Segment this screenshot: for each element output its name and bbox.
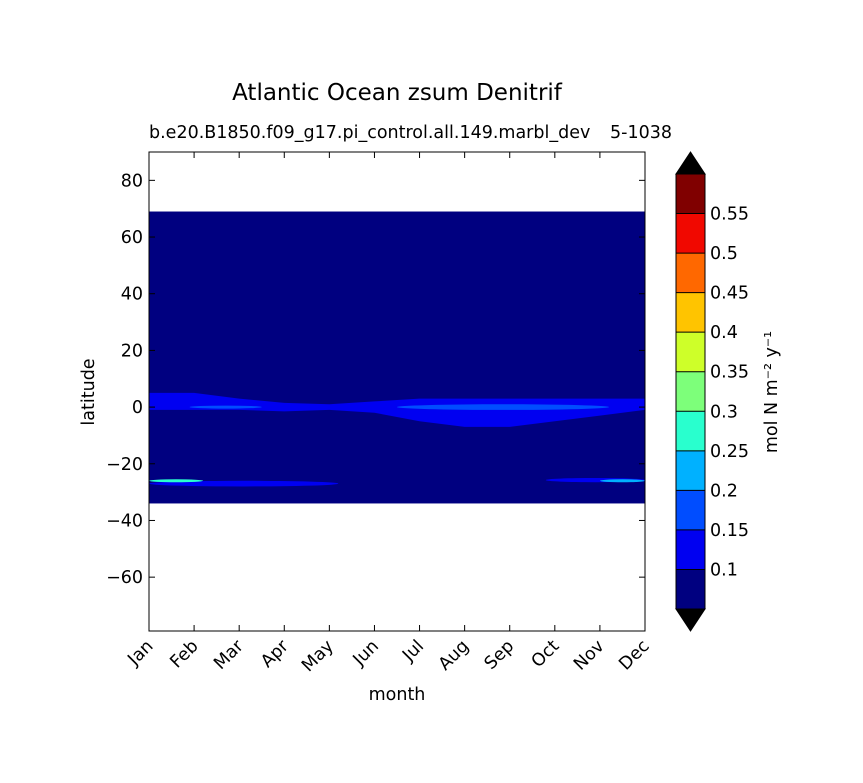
data-field-background (149, 211, 645, 504)
colorbar-swatch-2 (676, 490, 705, 530)
plot-area (149, 211, 645, 504)
colorbar-tick-label-6: 0.4 (710, 323, 738, 343)
colorbar-extend-min (675, 608, 706, 632)
x-tick-label-apr: Apr (257, 636, 293, 672)
colorbar-swatch-10 (676, 174, 705, 214)
x-tick-label-aug: Aug (435, 636, 473, 674)
x-tick-label-mar: Mar (210, 636, 248, 674)
colorbar-swatch-8 (676, 253, 705, 293)
colorbar-extend-max (675, 151, 706, 175)
x-tick-label-nov: Nov (570, 636, 608, 674)
y-tick-label-2: 40 (121, 285, 143, 305)
x-tick-label-feb: Feb (167, 636, 203, 672)
contour-southern-core-jan- (149, 479, 204, 483)
x-axis-label: month (369, 685, 426, 705)
colorbar-tick-label-3: 0.25 (710, 442, 749, 462)
chart-title: Atlantic Ocean zsum Denitrif (232, 80, 563, 106)
x-tick-label-jan: Jan (124, 636, 158, 670)
contour-southern-core-dec- (599, 479, 645, 483)
contour-equatorial-core (397, 404, 609, 410)
colorbar-tick-label-9: 0.55 (710, 205, 749, 225)
colorbar-tick-label-8: 0.5 (710, 244, 738, 264)
colorbar-label: mol N m⁻² y⁻¹ (762, 331, 782, 453)
colorbar-swatch-3 (676, 450, 705, 491)
colorbar-tick-label-4: 0.3 (710, 402, 738, 422)
colorbar-frame (675, 173, 706, 610)
x-tick-label-sep: Sep (481, 636, 518, 673)
x-tick-label-oct: Oct (528, 636, 564, 672)
colorbar-swatch-9 (676, 213, 705, 254)
colorbar-swatch-6 (676, 332, 705, 372)
plot-frame (148, 151, 646, 632)
x-tick-label-jul: Jul (398, 636, 428, 666)
chart-subtitle-right: 5-1038 (610, 123, 672, 143)
colorbar-tick-label-1: 0.15 (710, 521, 749, 541)
contour-southern-streak-early- (149, 480, 339, 487)
contour-equatorial-band (149, 392, 645, 427)
colorbar: 0.1 0.15 0.2 0.25 0.3 0.35 0.4 0.45 0.5 0.55 (675, 151, 749, 632)
y-tick-label-5: −20 (106, 455, 143, 475)
y-tick-label-4: 0 (132, 398, 143, 418)
y-tick-label-3: 20 (121, 341, 143, 361)
y-tick-label-0: 80 (121, 171, 143, 191)
colorbar-swatch-5 (676, 371, 705, 412)
x-tick-label-dec: Dec (615, 636, 653, 674)
colorbar-tick-label-5: 0.35 (710, 363, 749, 383)
colorbar-tick-label-0: 0.1 (710, 560, 738, 580)
colorbar-tick-label-7: 0.45 (710, 284, 749, 304)
y-tick-label-7: −60 (106, 568, 143, 588)
x-tick-label-jun: Jun (349, 636, 383, 670)
y-tick-label-6: −40 (106, 511, 143, 531)
colorbar-tick-label-2: 0.2 (710, 481, 738, 501)
colorbar-swatch-1 (676, 529, 705, 570)
x-tick-label-may: May (298, 636, 338, 676)
colorbar-swatch-7 (676, 292, 705, 333)
chart-subtitle: b.e20.B1850.f09_g17.pi_control.all.149.m… (149, 123, 590, 143)
y-tick-label-1: 60 (121, 228, 143, 248)
y-axis-label: latitude (79, 358, 99, 425)
colorbar-swatch-4 (676, 411, 705, 451)
colorbar-swatch-0 (676, 569, 705, 609)
y-axis: 80 60 40 20 0 −20 −40 −60 (106, 171, 645, 588)
contour-equatorial-streak (189, 405, 262, 409)
